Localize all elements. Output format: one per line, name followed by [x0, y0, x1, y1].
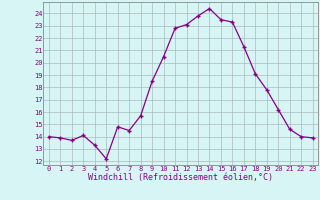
X-axis label: Windchill (Refroidissement éolien,°C): Windchill (Refroidissement éolien,°C)	[88, 173, 273, 182]
